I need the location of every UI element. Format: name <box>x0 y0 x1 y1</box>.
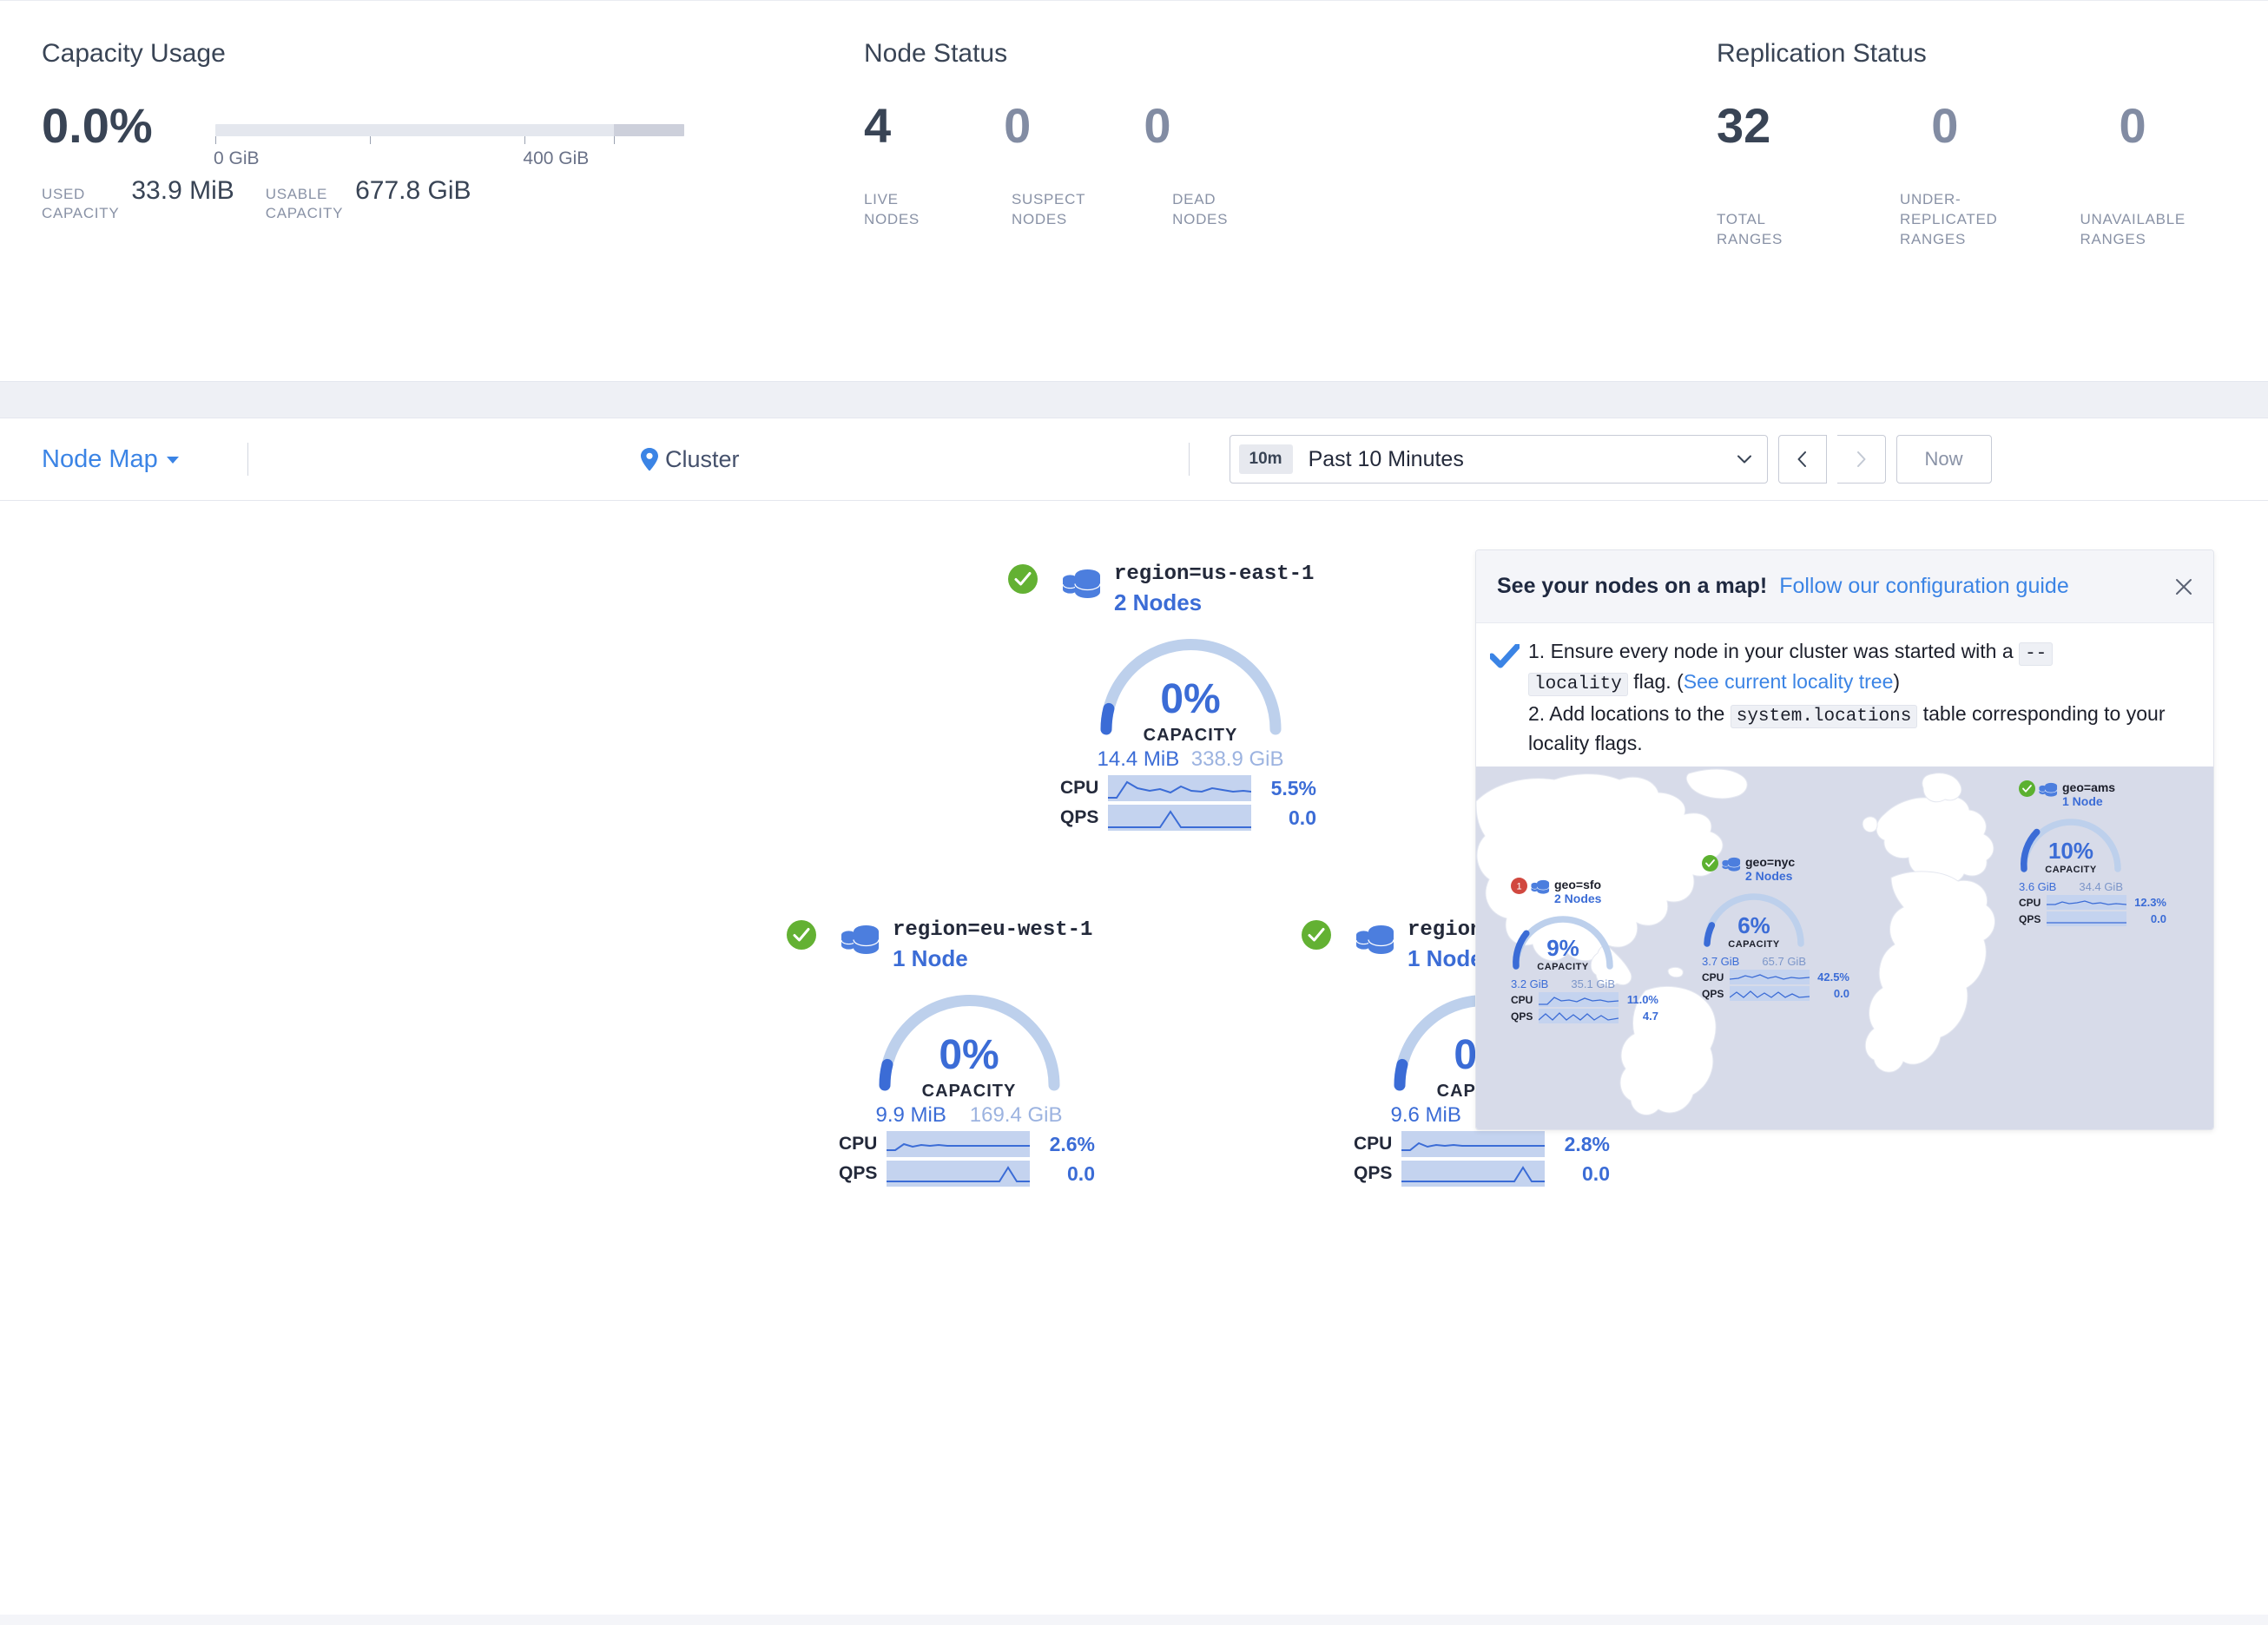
svg-text:1: 1 <box>1516 882 1521 892</box>
